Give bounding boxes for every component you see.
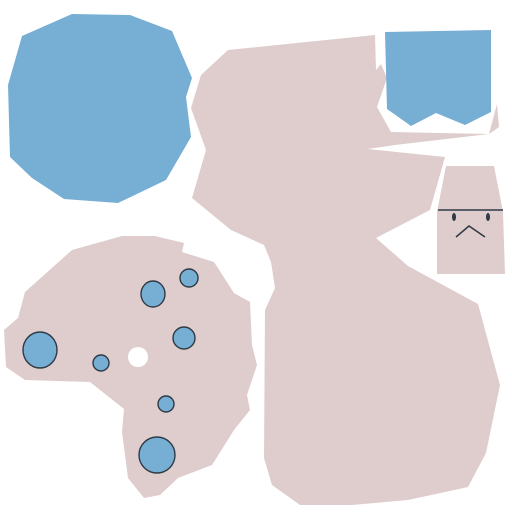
pink-head: [437, 166, 505, 274]
spot: [172, 326, 196, 350]
island-hole: [128, 347, 148, 367]
blue-pocket: [385, 30, 491, 126]
spots-group: [22, 268, 199, 474]
large-blue-blob: [8, 14, 192, 203]
spot: [157, 395, 175, 413]
spot: [138, 436, 176, 474]
large-pink-island: [191, 35, 500, 505]
left-eye-icon: [452, 213, 456, 221]
spot: [92, 354, 110, 372]
spotted-pink-island: [4, 236, 257, 498]
mouth-chevron-icon: [455, 225, 486, 238]
right-eye-icon: [486, 213, 490, 221]
spot: [22, 331, 58, 369]
spot: [140, 280, 166, 308]
spot: [179, 268, 199, 288]
